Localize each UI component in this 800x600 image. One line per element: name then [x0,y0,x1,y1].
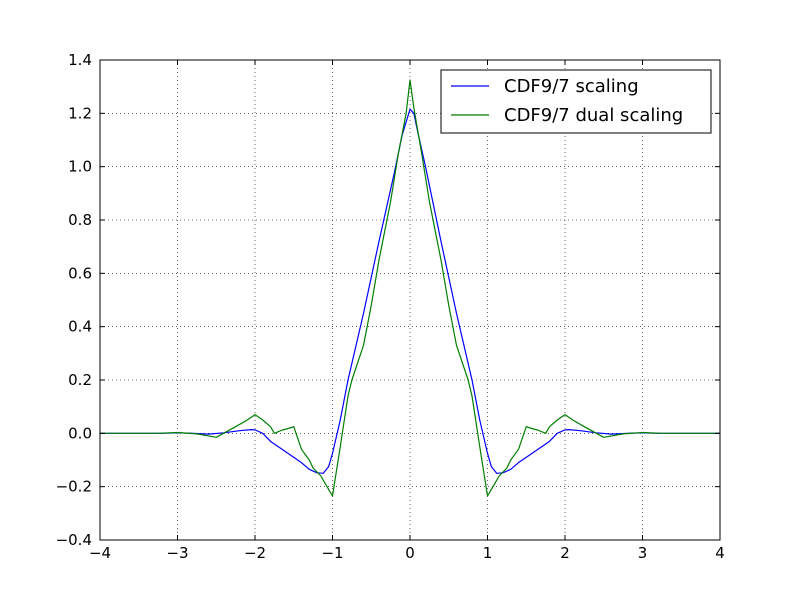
x-tick-label: −3 [166,544,188,562]
x-tick-label: −2 [244,544,266,562]
y-tick-label: 0.4 [68,318,92,336]
y-tick-label: −0.4 [56,531,92,549]
y-tick-label: 0.0 [68,424,92,442]
legend: CDF9/7 scaling CDF9/7 dual scaling [440,69,712,134]
series-line-1 [100,108,720,474]
y-tick-label: −0.2 [56,478,92,496]
x-tick-label: 4 [715,544,725,562]
x-tick-label: 3 [638,544,648,562]
y-tick-label: 1.2 [68,104,92,122]
legend-box [440,69,712,134]
x-tick-label: −4 [89,544,111,562]
x-tick-label: 2 [560,544,570,562]
series-line-2 [100,79,720,497]
y-tick-label: 1.0 [68,158,92,176]
legend-label: CDF9/7 scaling [504,76,639,97]
x-tick-label: 1 [483,544,493,562]
y-tick-label: 1.4 [68,51,92,69]
y-tick-label: 0.8 [68,211,92,229]
y-tick-label: 0.6 [68,264,92,282]
series-lines [100,79,720,497]
axis-ticks: −4 −3 −2 −1 0 1 2 3 4 −0.4 −0.2 0.0 0.2 0.4 0.6 0.8 1.0 1… [56,51,725,562]
y-tick-label: 0.2 [68,371,92,389]
x-tick-label: −1 [321,544,343,562]
x-tick-label: 0 [405,544,415,562]
legend-label: CDF9/7 dual scaling [504,105,683,126]
